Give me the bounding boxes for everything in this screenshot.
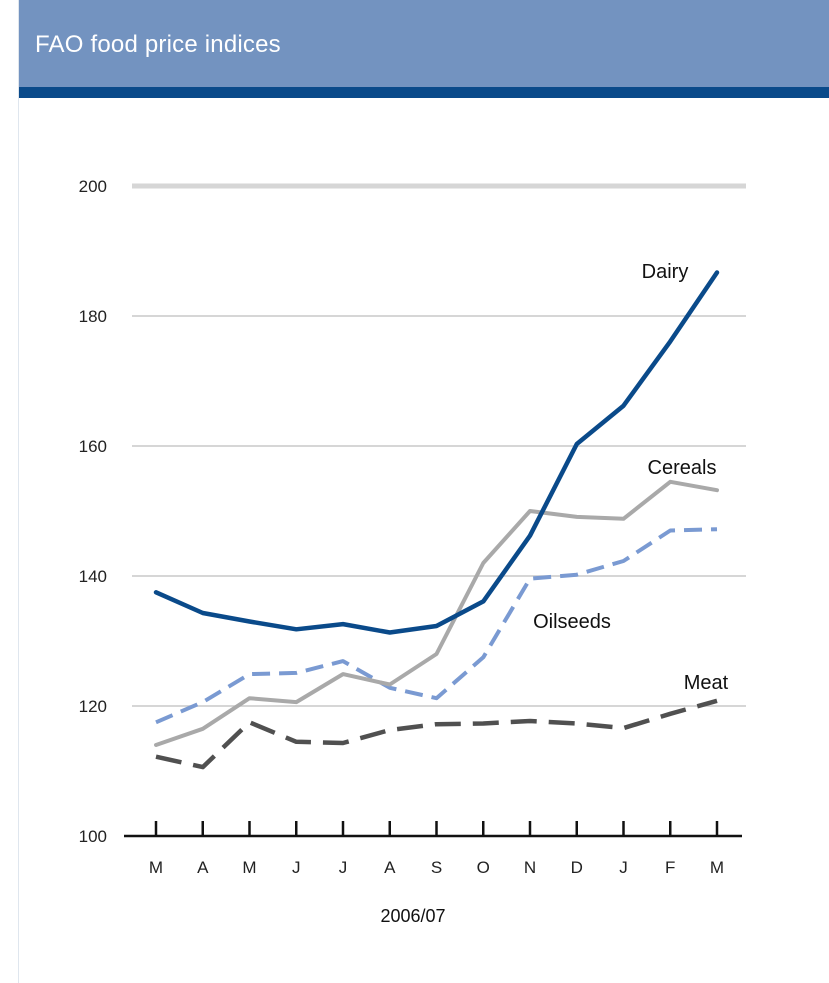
y-tick-label: 100 bbox=[79, 827, 107, 846]
y-tick-label: 140 bbox=[79, 567, 107, 586]
x-axis-label: 2006/07 bbox=[380, 906, 445, 926]
x-tick-label: J bbox=[619, 858, 628, 877]
x-tick-label: M bbox=[149, 858, 163, 877]
x-tick-label: J bbox=[292, 858, 301, 877]
series-label-dairy: Dairy bbox=[642, 261, 689, 283]
y-tick-label: 180 bbox=[79, 307, 107, 326]
series-label-meat: Meat bbox=[684, 672, 729, 694]
series-label-oilseeds: Oilseeds bbox=[533, 611, 611, 633]
series-lines bbox=[153, 270, 720, 770]
x-tick-label: J bbox=[339, 858, 348, 877]
y-tick-label: 200 bbox=[79, 177, 107, 196]
y-axis-ticks: 100 120 140 160 180 200 bbox=[79, 177, 107, 846]
series-labels: Dairy Cereals Oilseeds Meat bbox=[533, 261, 729, 694]
chart-header: FAO food price indices bbox=[19, 0, 829, 87]
x-tick-label: A bbox=[197, 858, 209, 877]
header-divider bbox=[19, 87, 829, 98]
x-tick-label: N bbox=[524, 858, 536, 877]
x-tick-label: M bbox=[710, 858, 724, 877]
chart-title: FAO food price indices bbox=[35, 31, 281, 58]
series-label-cereals: Cereals bbox=[648, 457, 717, 479]
x-tick-label: D bbox=[571, 858, 583, 877]
series-line-meat bbox=[155, 698, 718, 770]
x-tick-label: S bbox=[431, 858, 442, 877]
x-tick-label: M bbox=[242, 858, 256, 877]
x-tick-label: F bbox=[665, 858, 675, 877]
chart-frame: FAO food price indices bbox=[18, 0, 829, 983]
x-tick-label: O bbox=[477, 858, 490, 877]
y-tick-label: 160 bbox=[79, 437, 107, 456]
x-tick-label: A bbox=[384, 858, 396, 877]
series-line-cereals bbox=[154, 479, 719, 747]
series-line-dairy bbox=[153, 270, 720, 635]
series-line-oilseeds bbox=[155, 527, 718, 725]
y-tick-label: 120 bbox=[79, 697, 107, 716]
